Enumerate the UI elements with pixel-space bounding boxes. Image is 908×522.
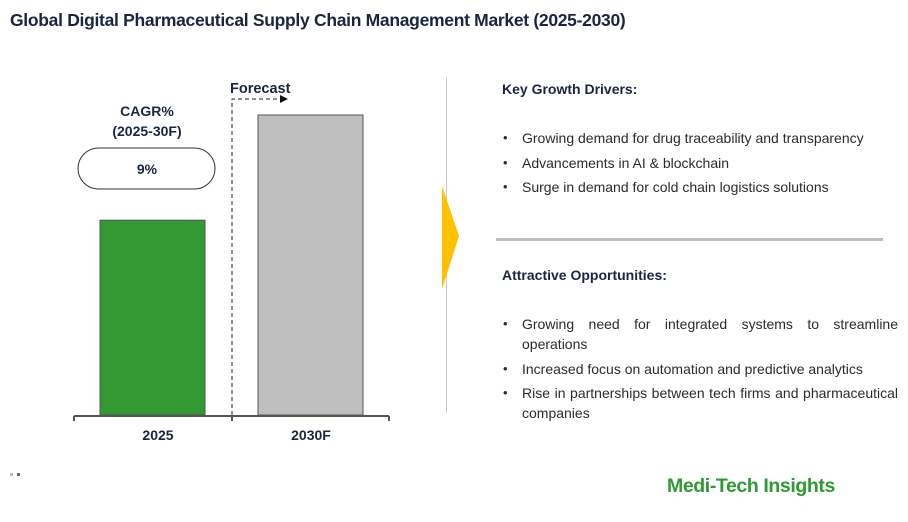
- bar-2025: [99, 219, 206, 416]
- cagr-pill: [77, 147, 216, 190]
- page-title: Global Digital Pharmaceutical Supply Cha…: [10, 10, 626, 30]
- section-divider: [496, 238, 883, 241]
- forecast-dashed-line: [231, 98, 280, 415]
- drivers-heading: Key Growth Drivers:: [502, 81, 638, 97]
- forecast-arrowhead-icon: [280, 95, 288, 103]
- slide-dots-icon: [10, 473, 20, 476]
- x-tick-label-2025: 2025: [142, 427, 173, 443]
- cagr-label-line1: CAGR%: [120, 103, 174, 119]
- opportunities-heading: Attractive Opportunities:: [502, 267, 667, 283]
- forecast-label: Forecast: [230, 81, 291, 97]
- opportunity-item: Rise in partnerships between tech firms …: [502, 383, 898, 423]
- opportunity-item: Growing need for integrated systems to s…: [502, 314, 898, 354]
- brand-logo: Medi-Tech Insights: [667, 475, 835, 497]
- drivers-list: Growing demand for drug traceability and…: [502, 128, 892, 202]
- driver-item: Advancements in AI & blockchain: [502, 153, 892, 173]
- x-tick-label-2030f: 2030F: [291, 427, 331, 443]
- driver-item: Surge in demand for cold chain logistics…: [502, 177, 892, 197]
- opportunities-list: Growing need for integrated systems to s…: [502, 314, 898, 428]
- cagr-value: 9%: [137, 161, 158, 177]
- chevron-arrow-icon: [442, 186, 459, 289]
- bar-2030f: [257, 114, 364, 416]
- cagr-label-line2: (2025-30F): [112, 123, 181, 139]
- driver-item: Growing demand for drug traceability and…: [502, 128, 892, 148]
- opportunity-item: Increased focus on automation and predic…: [502, 359, 898, 379]
- bar-chart: 2025 2030F Forecast CAGR% (2025-30F) 9%: [73, 81, 390, 443]
